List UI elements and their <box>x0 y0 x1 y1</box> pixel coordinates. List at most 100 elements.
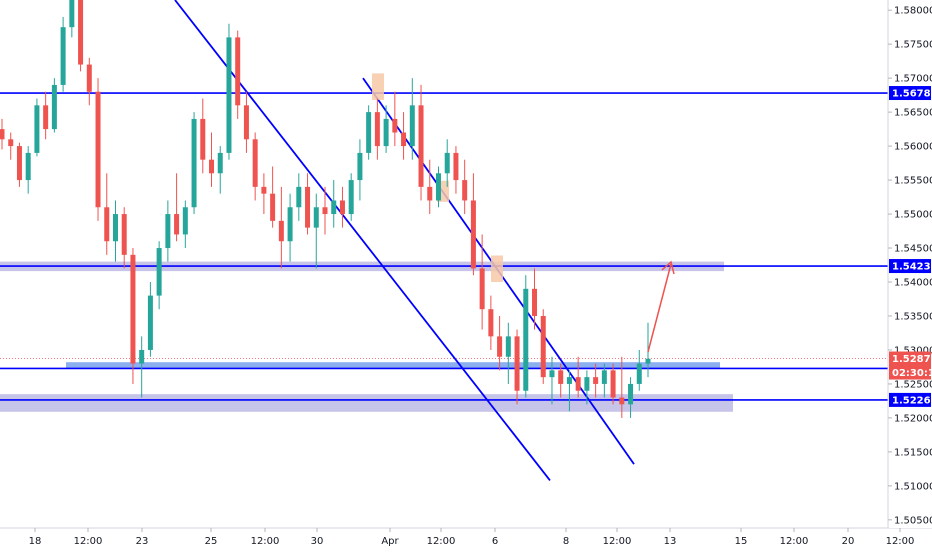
y-tick-label: 1.54500 <box>894 244 932 255</box>
candle-body <box>270 193 276 221</box>
x-tick-label: 12:00 <box>74 536 103 547</box>
current-price-tag <box>889 351 931 366</box>
candle-body <box>69 0 75 28</box>
candle-body <box>182 207 188 235</box>
candle-body <box>357 152 363 181</box>
x-tick-label: 12:00 <box>780 536 809 547</box>
x-tick-label: 12:00 <box>603 536 632 547</box>
candle-body <box>226 37 232 153</box>
candle-body <box>392 118 398 133</box>
candle-body <box>156 248 162 296</box>
candle-body <box>497 336 503 357</box>
candle-body <box>191 118 197 208</box>
candle-body <box>95 91 101 208</box>
candle-body <box>584 377 590 391</box>
candle-body <box>444 152 450 174</box>
y-tick-label: 1.54000 <box>894 278 932 289</box>
level-price-tag <box>889 86 931 101</box>
y-tick-label: 1.55000 <box>894 210 932 221</box>
candle-body <box>593 377 599 384</box>
y-tick-label: 1.57500 <box>894 40 932 51</box>
candle-body <box>462 180 468 201</box>
candle-body <box>374 112 380 147</box>
current-price-tag-label: 1.52874 <box>892 354 932 365</box>
candle-body <box>505 336 511 357</box>
candle-body <box>130 254 136 364</box>
candle-body <box>217 152 223 174</box>
y-tick-label: 1.52500 <box>894 379 932 390</box>
candle-body <box>121 214 127 255</box>
projection-arrow-head <box>661 260 675 275</box>
highlight-box <box>372 73 384 100</box>
x-tick-label: 13 <box>664 536 677 547</box>
support-resistance-zone <box>0 394 733 412</box>
y-tick-label: 1.56000 <box>894 142 932 153</box>
candle-body <box>16 146 22 181</box>
candle-body <box>558 370 564 384</box>
projection-arrow <box>647 263 672 353</box>
candle-body <box>209 159 215 174</box>
x-tick-label: 20 <box>842 536 855 547</box>
x-tick-label: 15 <box>735 536 748 547</box>
candle-body <box>51 84 57 130</box>
y-tick-label: 1.50500 <box>894 515 932 526</box>
x-tick-label: 25 <box>205 536 218 547</box>
candle-body <box>331 200 337 215</box>
candle-body <box>645 358 651 364</box>
y-tick-label: 1.55500 <box>894 176 932 187</box>
y-tick-label: 1.51000 <box>894 481 932 492</box>
candle-body <box>252 139 258 187</box>
x-tick-label: 12:00 <box>886 536 915 547</box>
candle-body <box>147 295 153 350</box>
candle-body <box>549 370 555 378</box>
candle-body <box>514 336 520 391</box>
support-resistance-zone <box>66 362 720 369</box>
candle-body <box>418 105 424 187</box>
candle-body <box>8 139 14 147</box>
x-tick-label: 8 <box>563 536 569 547</box>
candle-body <box>435 173 441 201</box>
candle-body <box>243 105 249 140</box>
candle-body <box>25 152 31 181</box>
candle-body <box>575 377 581 391</box>
x-tick-label: 18 <box>29 536 42 547</box>
candle-body <box>619 397 625 405</box>
candle-body <box>165 214 171 249</box>
candle-body <box>566 377 572 384</box>
x-tick-label: 23 <box>136 536 149 547</box>
candle-body <box>261 186 267 194</box>
candle-body <box>34 105 40 153</box>
candle-body <box>322 207 328 215</box>
candle-body <box>86 64 92 92</box>
candle-body <box>78 0 84 65</box>
y-tick-label: 1.53500 <box>894 311 932 322</box>
candle-body <box>453 152 459 181</box>
candle-body <box>601 370 607 384</box>
candle-body <box>366 112 372 153</box>
candle-body <box>235 37 241 106</box>
candle-body <box>139 349 145 364</box>
candle-body <box>479 268 485 310</box>
candle-body <box>296 186 302 208</box>
x-tick-label: Apr <box>381 536 399 547</box>
countdown-label: 02:30:15 <box>892 368 932 379</box>
candle-body <box>60 27 66 85</box>
level-price-tag <box>889 259 931 274</box>
highlight-box <box>491 255 503 283</box>
candle-body <box>348 180 354 215</box>
level-price-tag-label: 1.54235 <box>892 262 932 273</box>
y-tick-label: 1.51500 <box>894 447 932 458</box>
candle-body <box>523 288 529 391</box>
y-tick-label: 1.52000 <box>894 413 932 424</box>
y-tick-label: 1.53000 <box>894 345 932 356</box>
candle-body <box>409 105 415 147</box>
y-tick-label: 1.57000 <box>894 74 932 85</box>
candle-body <box>0 129 5 140</box>
candle-body <box>401 132 407 147</box>
candle-body <box>104 207 110 242</box>
candle-body <box>112 214 118 242</box>
x-tick-label: 12:00 <box>251 536 280 547</box>
